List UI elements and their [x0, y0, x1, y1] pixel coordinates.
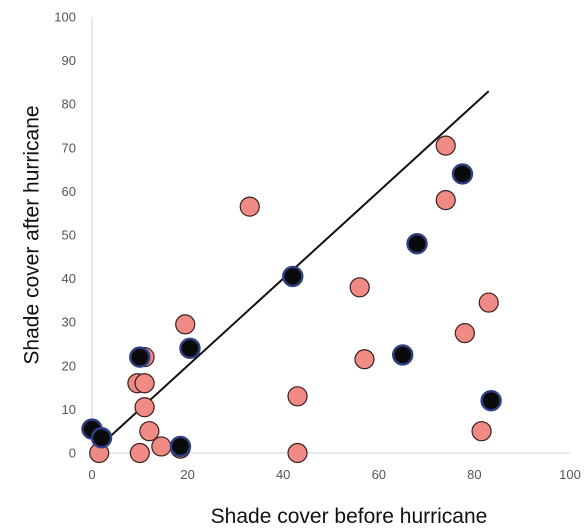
- data-point-pink: [139, 421, 160, 442]
- x-tick-label: 80: [467, 467, 481, 482]
- data-point-pink: [239, 196, 260, 217]
- y-tick-label: 90: [62, 53, 76, 68]
- data-point-pink: [349, 277, 370, 298]
- data-point-pink: [134, 373, 155, 394]
- y-tick-label: 70: [62, 140, 76, 155]
- data-point-pink: [435, 135, 456, 156]
- y-tick-label: 20: [62, 358, 76, 373]
- data-point-dark: [90, 427, 113, 449]
- y-tick-label: 40: [62, 271, 76, 286]
- data-point-dark: [179, 337, 201, 360]
- data-point-pink: [478, 292, 499, 313]
- x-tick-label: 20: [180, 467, 194, 482]
- x-tick-labels: 0 20 40 60 80 100: [88, 467, 580, 482]
- data-points: [81, 135, 502, 464]
- y-tick-label: 10: [62, 402, 76, 417]
- data-point-dark: [406, 233, 428, 255]
- x-tick-label: 100: [559, 467, 581, 482]
- x-axis-title: Shade cover before hurricane: [211, 505, 488, 528]
- y-tick-label: 50: [62, 228, 76, 243]
- data-point-dark: [392, 344, 414, 366]
- data-point-dark: [129, 346, 151, 368]
- y-tick-labels: 0 10 20 30 40 50 60 70 80 90 100: [54, 10, 76, 461]
- x-tick-label: 40: [276, 467, 290, 482]
- y-tick-label: 60: [62, 184, 76, 199]
- data-point-pink: [129, 442, 150, 464]
- data-point-dark: [451, 163, 474, 185]
- data-point-dark: [169, 435, 192, 458]
- data-point-pink: [435, 190, 456, 211]
- data-point-pink: [354, 349, 375, 370]
- data-point-dark: [480, 389, 502, 412]
- data-point-pink: [454, 323, 475, 344]
- y-tick-label: 30: [62, 315, 76, 330]
- data-point-pink: [471, 421, 492, 442]
- y-tick-label: 80: [62, 97, 76, 112]
- data-point-dark: [282, 265, 304, 288]
- x-tick-label: 0: [88, 467, 95, 482]
- y-tick-label: 100: [54, 10, 76, 25]
- x-tick-label: 60: [372, 467, 386, 482]
- data-point-pink: [287, 386, 308, 407]
- data-point-pink: [134, 397, 155, 418]
- y-axis-title: Shade cover after hurricane: [21, 105, 44, 364]
- data-point-pink: [287, 442, 308, 464]
- data-point-pink: [151, 436, 172, 457]
- y-tick-label: 0: [69, 446, 76, 461]
- data-point-pink: [175, 314, 196, 335]
